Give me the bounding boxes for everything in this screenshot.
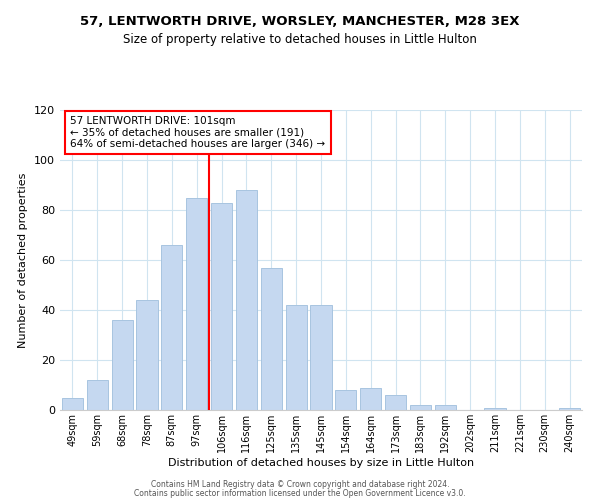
Bar — [435, 405, 456, 410]
Bar — [211, 202, 232, 410]
Bar — [410, 405, 431, 410]
Bar — [310, 305, 332, 410]
Bar — [62, 398, 83, 410]
Bar — [236, 190, 257, 410]
Text: Contains public sector information licensed under the Open Government Licence v3: Contains public sector information licen… — [134, 489, 466, 498]
Text: Contains HM Land Registry data © Crown copyright and database right 2024.: Contains HM Land Registry data © Crown c… — [151, 480, 449, 489]
X-axis label: Distribution of detached houses by size in Little Hulton: Distribution of detached houses by size … — [168, 458, 474, 468]
Bar — [136, 300, 158, 410]
Bar — [261, 268, 282, 410]
Bar — [87, 380, 108, 410]
Bar — [559, 408, 580, 410]
Bar — [484, 408, 506, 410]
Text: Size of property relative to detached houses in Little Hulton: Size of property relative to detached ho… — [123, 32, 477, 46]
Bar — [186, 198, 207, 410]
Y-axis label: Number of detached properties: Number of detached properties — [19, 172, 28, 348]
Bar — [286, 305, 307, 410]
Text: 57 LENTWORTH DRIVE: 101sqm
← 35% of detached houses are smaller (191)
64% of sem: 57 LENTWORTH DRIVE: 101sqm ← 35% of deta… — [70, 116, 326, 149]
Bar — [385, 395, 406, 410]
Bar — [335, 390, 356, 410]
Text: 57, LENTWORTH DRIVE, WORSLEY, MANCHESTER, M28 3EX: 57, LENTWORTH DRIVE, WORSLEY, MANCHESTER… — [80, 15, 520, 28]
Bar — [112, 320, 133, 410]
Bar — [161, 245, 182, 410]
Bar — [360, 388, 381, 410]
